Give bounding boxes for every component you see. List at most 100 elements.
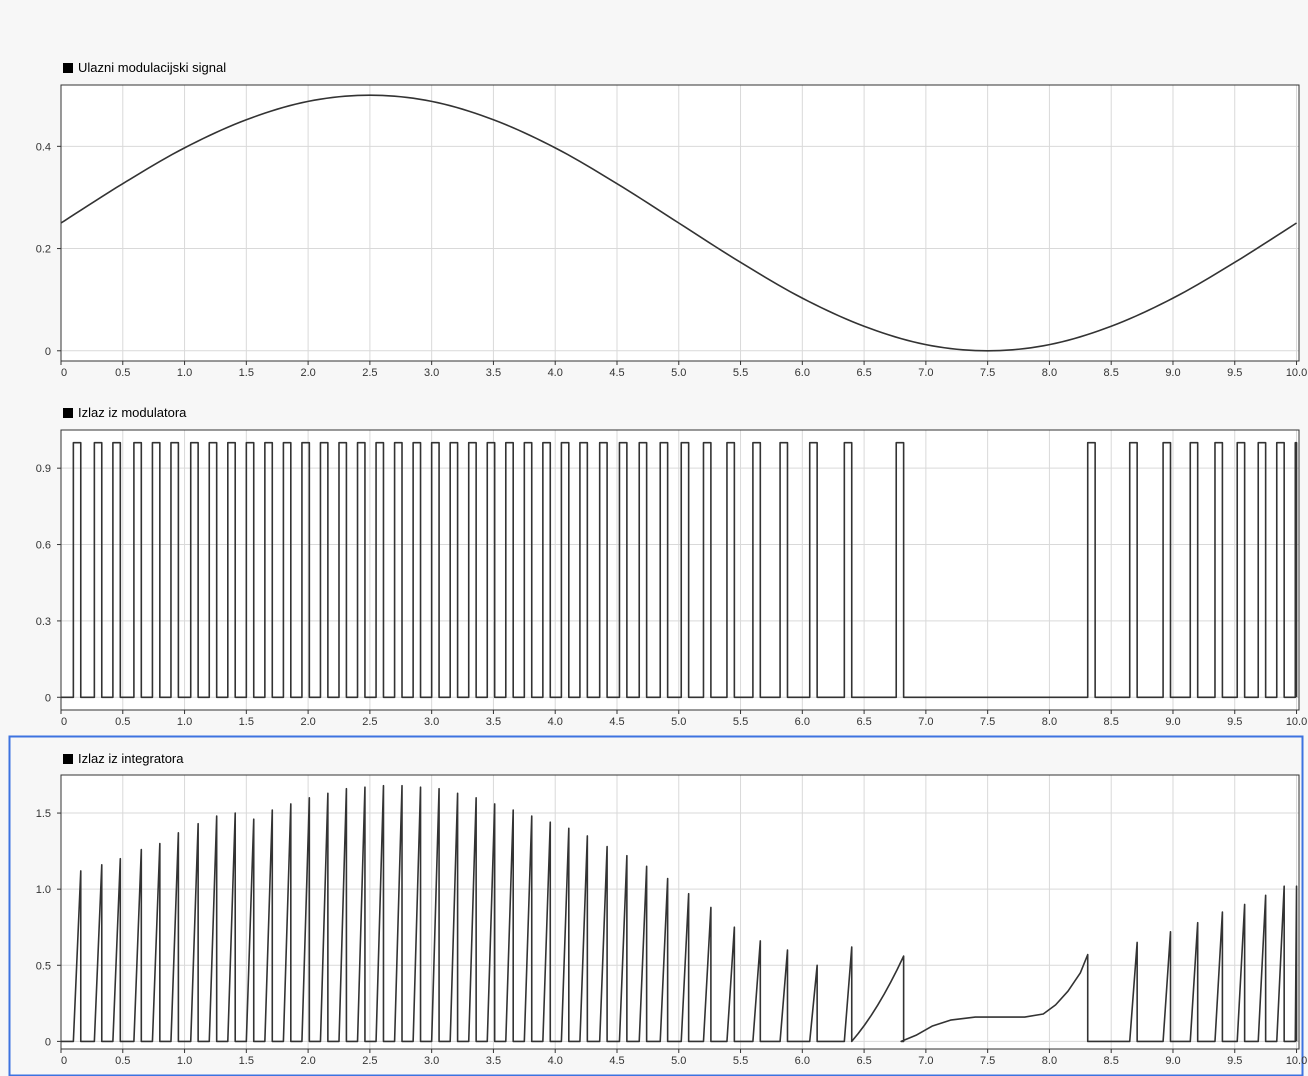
y-tick-label: 0 bbox=[45, 346, 51, 358]
y-axis: 0 0.2 0.4 bbox=[36, 141, 61, 358]
x-tick-label: 4.5 bbox=[609, 716, 624, 728]
x-tick-label: 8.5 bbox=[1104, 716, 1119, 728]
y-axis: 0 0.3 0.6 0.9 bbox=[36, 463, 61, 704]
x-tick-label: 10.0 bbox=[1286, 1055, 1307, 1067]
x-tick-label: 2.0 bbox=[300, 367, 315, 379]
gridlines bbox=[61, 430, 1299, 710]
x-axis: 0 0.5 1.0 1.5 2.0 2.5 3.0 3.5 4.0 4.5 5.0 5.5 6.0 6.5… bbox=[60, 1049, 1307, 1067]
panel-modulator-output[interactable]: Izlaz iz modulatora 0 0.3 0.6 0.9 0 0.5 1.0 1.… bbox=[36, 405, 1308, 728]
y-tick-label: 0.2 bbox=[36, 244, 51, 256]
y-tick-label: 0.9 bbox=[36, 463, 51, 475]
x-tick-label: 5.5 bbox=[733, 1055, 748, 1067]
x-tick-label: 2.0 bbox=[300, 1055, 315, 1067]
x-tick-label: 5.0 bbox=[671, 367, 686, 379]
x-tick-label: 6.0 bbox=[795, 1055, 810, 1067]
x-tick-label: 1.0 bbox=[177, 1055, 192, 1067]
x-tick-label: 1.5 bbox=[239, 1055, 254, 1067]
x-tick-label: 3.0 bbox=[424, 716, 439, 728]
x-tick-label: 8.5 bbox=[1104, 1055, 1119, 1067]
x-tick-label: 0 bbox=[61, 367, 67, 379]
x-tick-label: 5.0 bbox=[671, 716, 686, 728]
x-tick-label: 7.5 bbox=[980, 716, 995, 728]
x-tick-label: 9.0 bbox=[1165, 1055, 1180, 1067]
plot-border bbox=[60, 84, 1300, 362]
x-tick-label: 9.5 bbox=[1227, 1055, 1242, 1067]
x-tick-label: 5.5 bbox=[733, 367, 748, 379]
x-tick-label: 1.5 bbox=[239, 367, 254, 379]
signal-line bbox=[60, 94, 1297, 352]
x-tick-label: 3.5 bbox=[486, 367, 501, 379]
x-tick-label: 1.5 bbox=[239, 716, 254, 728]
series-path bbox=[61, 441, 1298, 699]
x-tick-label: 0.5 bbox=[115, 716, 130, 728]
x-tick-label: 3.0 bbox=[424, 367, 439, 379]
x-tick-label: 9.0 bbox=[1165, 367, 1180, 379]
x-tick-label: 6.5 bbox=[856, 716, 871, 728]
x-tick-label: 10.0 bbox=[1286, 716, 1307, 728]
plot-border bbox=[60, 429, 1300, 711]
plot-border bbox=[60, 774, 1300, 1050]
x-tick-label: 7.0 bbox=[918, 1055, 933, 1067]
x-axis: 0 0.5 1.0 1.5 2.0 2.5 3.0 3.5 4.0 4.5 5.0 5.5 6.0 6.5… bbox=[60, 710, 1307, 728]
y-tick-label: 0.3 bbox=[36, 616, 51, 628]
x-tick-label: 1.0 bbox=[177, 716, 192, 728]
pulse-train-line bbox=[61, 441, 1298, 699]
x-tick-label: 0.5 bbox=[115, 1055, 130, 1067]
y-tick-label: 0 bbox=[45, 692, 51, 704]
x-tick-label: 2.0 bbox=[300, 716, 315, 728]
panel-integrator-output[interactable]: Izlaz iz integratora 0 0.5 1.0 1.5 0 0.5 1.0 1… bbox=[36, 751, 1308, 1067]
x-tick-label: 0.5 bbox=[115, 367, 130, 379]
x-tick-label: 8.0 bbox=[1042, 716, 1057, 728]
x-tick-label: 2.5 bbox=[362, 367, 377, 379]
x-tick-label: 1.0 bbox=[177, 367, 192, 379]
x-tick-label: 6.5 bbox=[856, 1055, 871, 1067]
x-tick-label: 8.0 bbox=[1042, 1055, 1057, 1067]
legend-swatch bbox=[63, 754, 73, 764]
y-tick-label: 1.0 bbox=[36, 884, 51, 896]
series-path bbox=[60, 94, 1297, 352]
x-axis: 0 0.5 1.0 1.5 2.0 2.5 3.0 3.5 4.0 4.5 5.0 5.5 6.0 6.5… bbox=[60, 361, 1307, 379]
panel-title: Izlaz iz integratora bbox=[78, 751, 184, 766]
x-tick-label: 3.0 bbox=[424, 1055, 439, 1067]
x-tick-label: 6.0 bbox=[795, 716, 810, 728]
integrator-line bbox=[61, 784, 1298, 1043]
x-tick-label: 2.5 bbox=[362, 1055, 377, 1067]
y-tick-label: 0.5 bbox=[36, 960, 51, 972]
x-tick-label: 9.0 bbox=[1165, 716, 1180, 728]
x-tick-label: 9.5 bbox=[1227, 367, 1242, 379]
x-tick-label: 8.5 bbox=[1104, 367, 1119, 379]
x-tick-label: 8.0 bbox=[1042, 367, 1057, 379]
x-tick-label: 7.0 bbox=[918, 367, 933, 379]
x-tick-label: 4.0 bbox=[548, 716, 563, 728]
plot-area[interactable] bbox=[60, 774, 1300, 1050]
x-tick-label: 10.0 bbox=[1286, 367, 1307, 379]
y-tick-label: 0 bbox=[45, 1036, 51, 1048]
x-tick-label: 4.0 bbox=[548, 1055, 563, 1067]
x-tick-label: 6.5 bbox=[856, 367, 871, 379]
x-tick-label: 6.0 bbox=[795, 367, 810, 379]
x-tick-label: 5.0 bbox=[671, 1055, 686, 1067]
y-tick-label: 0.6 bbox=[36, 540, 51, 552]
x-tick-label: 2.5 bbox=[362, 716, 377, 728]
y-tick-label: 0.4 bbox=[36, 141, 51, 153]
x-tick-label: 3.5 bbox=[486, 1055, 501, 1067]
gridlines bbox=[61, 775, 1299, 1049]
x-tick-label: 9.5 bbox=[1227, 716, 1242, 728]
x-tick-label: 4.5 bbox=[609, 1055, 624, 1067]
x-tick-label: 7.5 bbox=[980, 367, 995, 379]
x-tick-label: 0 bbox=[61, 716, 67, 728]
plot-area[interactable] bbox=[60, 429, 1300, 711]
x-tick-label: 7.0 bbox=[918, 716, 933, 728]
panel-input-signal[interactable]: Ulazni modulacijski signal 0 0.2 0.4 0 0.5 1… bbox=[36, 60, 1308, 379]
y-axis: 0 0.5 1.0 1.5 bbox=[36, 808, 61, 1048]
x-tick-label: 4.0 bbox=[548, 367, 563, 379]
legend-swatch bbox=[63, 63, 73, 73]
series-path bbox=[61, 784, 1298, 1043]
x-tick-label: 4.5 bbox=[609, 367, 624, 379]
panel-title: Izlaz iz modulatora bbox=[78, 405, 187, 420]
x-tick-label: 3.5 bbox=[486, 716, 501, 728]
y-tick-label: 1.5 bbox=[36, 808, 51, 820]
panel-title: Ulazni modulacijski signal bbox=[78, 60, 226, 75]
legend-swatch bbox=[63, 408, 73, 418]
